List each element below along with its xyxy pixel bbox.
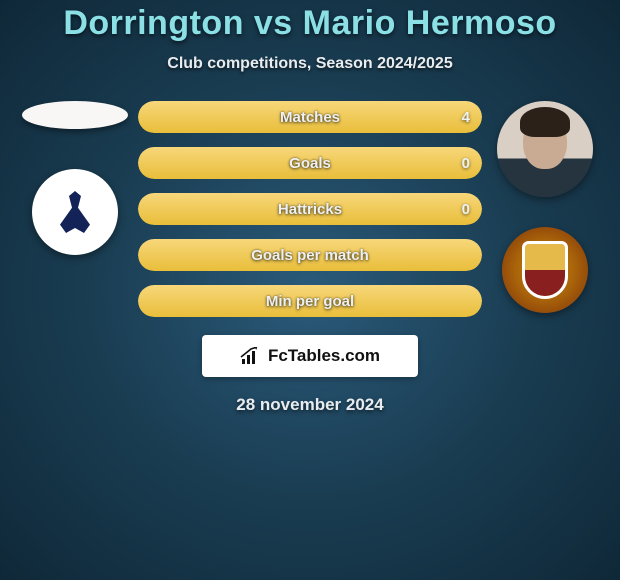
- bar-fill: [138, 285, 482, 317]
- left-column: [20, 101, 130, 255]
- brand-chart-icon: [240, 347, 262, 365]
- bar-value-right: 0: [462, 147, 470, 179]
- subtitle: Club competitions, Season 2024/2025: [0, 55, 620, 73]
- brand-box: FcTables.com: [202, 335, 418, 377]
- player-photo-right: [497, 101, 593, 197]
- comparison-row: 4Matches 0Goals 0Hattricks Goals per match M…: [0, 101, 620, 317]
- bar-value-right: 0: [462, 193, 470, 225]
- right-column: [490, 101, 600, 313]
- bar-fill: [138, 193, 482, 225]
- stat-bar: 4Matches: [138, 101, 482, 133]
- stat-bar: 0Hattricks: [138, 193, 482, 225]
- bar-value-right: 4: [462, 101, 470, 133]
- stat-bar: Goals per match: [138, 239, 482, 271]
- bar-fill: [138, 239, 482, 271]
- date-text: 28 november 2024: [0, 395, 620, 415]
- tottenham-icon: [60, 191, 90, 233]
- stat-bar: 0Goals: [138, 147, 482, 179]
- bar-fill: [138, 101, 482, 133]
- brand-text: FcTables.com: [268, 346, 380, 366]
- roma-icon: [522, 241, 568, 299]
- stat-bar: Min per goal: [138, 285, 482, 317]
- stat-bars: 4Matches 0Goals 0Hattricks Goals per match M…: [138, 101, 482, 317]
- bar-fill: [138, 147, 482, 179]
- club-badge-left: [32, 169, 118, 255]
- club-badge-right: [502, 227, 588, 313]
- content-root: Dorrington vs Mario Hermoso Club competi…: [0, 0, 620, 415]
- page-title: Dorrington vs Mario Hermoso: [0, 4, 620, 43]
- player-photo-left: [22, 101, 128, 129]
